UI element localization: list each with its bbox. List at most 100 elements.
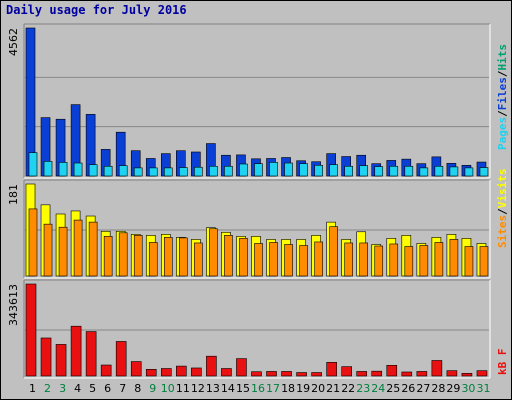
kb-bar-25000	[145, 369, 157, 377]
files-bar-250	[133, 167, 143, 177]
x-label-day-16: 16	[251, 382, 265, 395]
sites-bar-66	[269, 242, 278, 277]
files-bar-380	[299, 163, 308, 177]
x-label-day-17: 17	[266, 382, 280, 395]
x-label-day-15: 15	[236, 382, 250, 395]
kb-bar-13000	[311, 372, 322, 377]
x-label-day-26: 26	[401, 382, 415, 395]
kb-bar-142000	[40, 337, 52, 377]
kb-bar-15000	[401, 371, 413, 377]
files-bar-320	[118, 165, 128, 177]
y-max-label-top: 4562	[7, 28, 20, 56]
files-bar-400	[73, 162, 83, 177]
x-label-day-11: 11	[176, 382, 190, 395]
sites-bar-58	[404, 246, 414, 277]
files-bar-300	[224, 165, 233, 177]
kb-bar-41000	[100, 364, 112, 377]
kb-bar-17000	[266, 371, 277, 377]
files-bar-350	[88, 164, 98, 177]
kb-bar-20000	[446, 370, 458, 377]
sites-bar-76	[163, 237, 173, 277]
kb-bar-54000	[130, 361, 142, 377]
files-bar-250	[148, 167, 158, 177]
x-label-day-4: 4	[74, 382, 81, 395]
x-label-day-19: 19	[296, 382, 310, 395]
files-bar-320	[359, 165, 369, 177]
sites-bar-80	[224, 235, 233, 277]
files-bar-720	[28, 152, 38, 177]
sites-bar-106	[88, 221, 98, 277]
files-bar-280	[449, 166, 459, 177]
x-label-day-3: 3	[59, 382, 66, 395]
files-bar-330	[314, 164, 323, 177]
kb-bar-35000	[341, 366, 352, 377]
sites-bar-80	[133, 235, 143, 277]
y-max-label-bottom: 343613	[7, 284, 20, 326]
chart-title: Daily usage for July 2016	[6, 3, 187, 17]
sites-bar-93	[209, 228, 218, 277]
files-bar-270	[194, 166, 203, 177]
files-bar-300	[434, 165, 444, 177]
kb-bar-65000	[236, 358, 247, 377]
x-label-day-2: 2	[44, 382, 51, 395]
x-label-day-31: 31	[476, 382, 490, 395]
kb-bar-40000	[386, 364, 398, 377]
sites-bar-65	[194, 242, 203, 277]
kb-bar-343613	[25, 283, 37, 377]
kb-bar-118000	[55, 344, 67, 377]
sites-bar-110	[73, 219, 83, 277]
x-label-day-23: 23	[356, 382, 370, 395]
x-label-day-13: 13	[206, 382, 220, 395]
sites-bar-64	[254, 243, 263, 277]
legend-entry: Files	[496, 77, 509, 110]
legend-middle: Sites/Visits	[496, 169, 509, 249]
kb-bar-17000	[356, 371, 368, 377]
files-bar-300	[404, 165, 414, 177]
x-label-day-9: 9	[149, 382, 156, 395]
kb-bar-28000	[221, 368, 232, 377]
sites-bar-67	[314, 241, 323, 277]
kb-bar-17000	[281, 371, 292, 377]
files-bar-250	[419, 167, 429, 177]
files-bar-290	[374, 166, 384, 177]
sites-bar-78	[103, 236, 113, 277]
x-label-day-6: 6	[104, 382, 111, 395]
files-bar-250	[163, 167, 173, 177]
files-bar-300	[103, 165, 113, 177]
x-label-day-20: 20	[311, 382, 325, 395]
sites-bar-62	[284, 244, 293, 277]
legend-entry: Hits	[496, 44, 509, 71]
files-bar-260	[179, 167, 188, 177]
files-bar-250	[464, 167, 474, 177]
kb-bar-17000	[416, 371, 428, 377]
files-bar-370	[239, 163, 248, 177]
sites-bar-66	[148, 242, 158, 277]
sites-bar-96	[58, 226, 68, 277]
x-label-day-28: 28	[431, 382, 445, 395]
legend-entry: Pages	[496, 117, 509, 150]
sites-bar-58	[464, 246, 474, 277]
x-label-day-27: 27	[416, 382, 430, 395]
sites-bar-65	[344, 242, 353, 277]
x-label-day-25: 25	[386, 382, 400, 395]
x-label-day-22: 22	[341, 382, 355, 395]
kb-bar-166000	[85, 331, 97, 377]
kb-bar-13000	[296, 372, 307, 377]
sites-bar-63	[389, 243, 399, 277]
files-bar-450	[43, 161, 53, 177]
sites-bar-102	[43, 223, 53, 277]
files-bar-400	[284, 162, 293, 177]
legend-entry: Sites	[496, 215, 509, 248]
kb-bar-10000	[461, 373, 473, 377]
sites-bar-75	[179, 237, 188, 277]
kb-bar-74000	[206, 355, 217, 377]
x-label-day-7: 7	[119, 382, 126, 395]
plot-area-bottom	[24, 280, 490, 378]
sites-bar-60	[419, 245, 429, 277]
x-label-day-12: 12	[191, 382, 205, 395]
sites-bar-97	[329, 226, 338, 277]
files-bar-300	[209, 165, 218, 177]
kb-bar-16000	[251, 371, 262, 377]
x-label-day-30: 30	[461, 382, 475, 395]
